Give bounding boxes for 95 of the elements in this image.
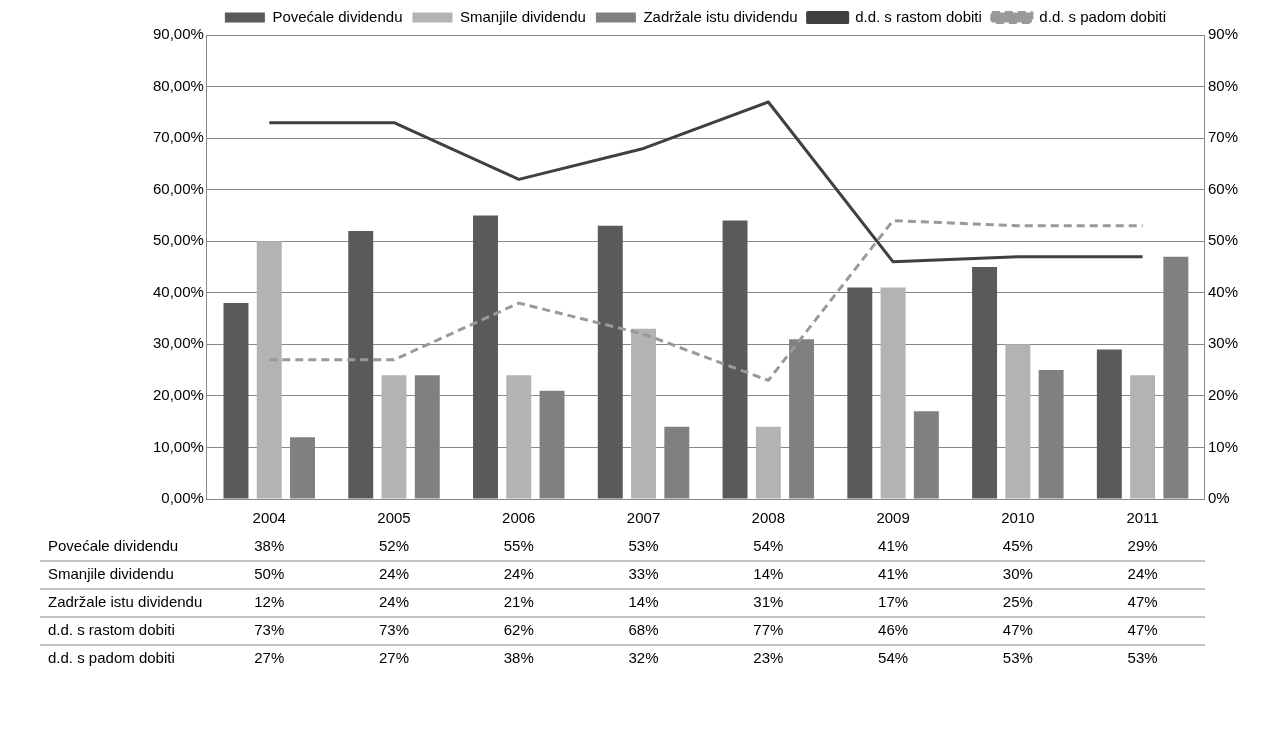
data-label: 24% (1127, 565, 1158, 583)
data-label: 45% (1002, 537, 1033, 555)
data-label: 73% (379, 621, 410, 639)
y-tick-label: 20,00% (153, 386, 204, 404)
data-label: 46% (878, 621, 909, 639)
data-label: 24% (379, 593, 410, 611)
x-tick-label: 2006 (502, 509, 536, 527)
x-tick-label: 2011 (1126, 509, 1159, 527)
y2-tick-label: 10% (1207, 437, 1239, 455)
data-label: 21% (503, 593, 534, 611)
bar (597, 225, 623, 499)
x-tick-label: 2009 (876, 509, 910, 527)
data-label: 25% (1002, 593, 1033, 611)
data-label: 17% (878, 593, 909, 611)
legend-label: Smanjile dividendu (459, 7, 586, 25)
y-tick-label: 90,00% (153, 25, 204, 43)
y2-tick-label: 40% (1207, 282, 1239, 300)
data-label: 53% (1002, 649, 1033, 667)
data-label: 50% (254, 565, 285, 583)
data-label: 55% (503, 537, 534, 555)
data-label: 31% (753, 593, 784, 611)
bar (755, 426, 781, 499)
bar (972, 267, 998, 499)
y-tick-label: 30,00% (153, 334, 204, 352)
data-label: 53% (1127, 649, 1158, 667)
y2-tick-label: 50% (1207, 231, 1239, 249)
text: Povećale dividendu (48, 537, 179, 555)
data-label: 32% (628, 649, 659, 667)
y2-tick-label: 70% (1207, 128, 1239, 146)
text: Smanjile dividendu (48, 565, 174, 583)
legend-label: d.d. s padom dobiti (1039, 7, 1167, 25)
data-label: 47% (1002, 621, 1033, 639)
y2-tick-label: 30% (1207, 334, 1239, 352)
y2-tick-label: 80% (1207, 76, 1239, 94)
data-label: 62% (503, 621, 534, 639)
data-label: 24% (379, 565, 410, 583)
bar (880, 287, 906, 499)
y-tick-label: 10,00% (153, 437, 204, 455)
y2-tick-label: 60% (1207, 179, 1239, 197)
data-label: 27% (379, 649, 410, 667)
data-label: 68% (628, 621, 659, 639)
data-label: 24% (503, 565, 534, 583)
bar (348, 230, 374, 499)
data-label: 52% (379, 537, 410, 555)
data-label: 27% (254, 649, 285, 667)
line-series (267, 219, 1145, 382)
x-tick-label: 2010 (1001, 509, 1035, 527)
bar (722, 220, 748, 499)
y2-tick-label: 0% (1207, 489, 1230, 507)
data-label: 47% (1127, 593, 1158, 611)
data-label: 30% (1002, 565, 1033, 583)
data-label: 12% (254, 593, 285, 611)
data-label: 54% (878, 649, 909, 667)
y-tick-label: 50,00% (153, 231, 204, 249)
data-label: 14% (753, 565, 784, 583)
y-tick-label: 0,00% (161, 489, 204, 507)
data-label: 29% (1127, 537, 1158, 555)
data-label: 54% (753, 537, 784, 555)
data-label: 77% (753, 621, 784, 639)
data-label: 73% (254, 621, 285, 639)
text: d.d. s rastom dobiti (48, 621, 175, 639)
legend-label: Povećale dividendu (272, 7, 403, 25)
data-label: 47% (1127, 621, 1158, 639)
x-tick-label: 2007 (626, 509, 661, 527)
bar (473, 215, 498, 499)
text: Zadržale istu dividendu (48, 593, 203, 611)
y-tick-label: 70,00% (153, 128, 204, 146)
text: d.d. s padom dobiti (48, 649, 175, 667)
x-tick-label: 2008 (751, 509, 785, 527)
data-label: 14% (628, 593, 659, 611)
bar (223, 303, 249, 499)
data-label: 33% (628, 565, 659, 583)
bar (1130, 375, 1156, 499)
bar (1096, 349, 1122, 499)
bar (1005, 344, 1031, 499)
legend-label: d.d. s rastom dobiti (855, 7, 982, 25)
data-label: 41% (878, 537, 909, 555)
y-tick-label: 40,00% (153, 282, 204, 300)
bar (847, 287, 873, 499)
data-label: 53% (628, 537, 659, 555)
data-label: 38% (503, 649, 534, 667)
y-tick-label: 80,00% (153, 76, 204, 94)
data-label: 23% (753, 649, 784, 667)
y2-tick-label: 90% (1207, 25, 1239, 43)
bar (381, 375, 407, 499)
x-tick-label: 2005 (377, 509, 411, 527)
y2-tick-label: 20% (1207, 386, 1239, 404)
bar (256, 241, 282, 499)
y-tick-label: 60,00% (153, 179, 204, 197)
bar (506, 375, 532, 499)
data-label: 38% (254, 537, 285, 555)
bar (631, 328, 657, 499)
data-label: 41% (878, 565, 909, 583)
legend-label: Zadržale istu dividendu (643, 7, 798, 25)
x-tick-label: 2004 (252, 509, 286, 527)
